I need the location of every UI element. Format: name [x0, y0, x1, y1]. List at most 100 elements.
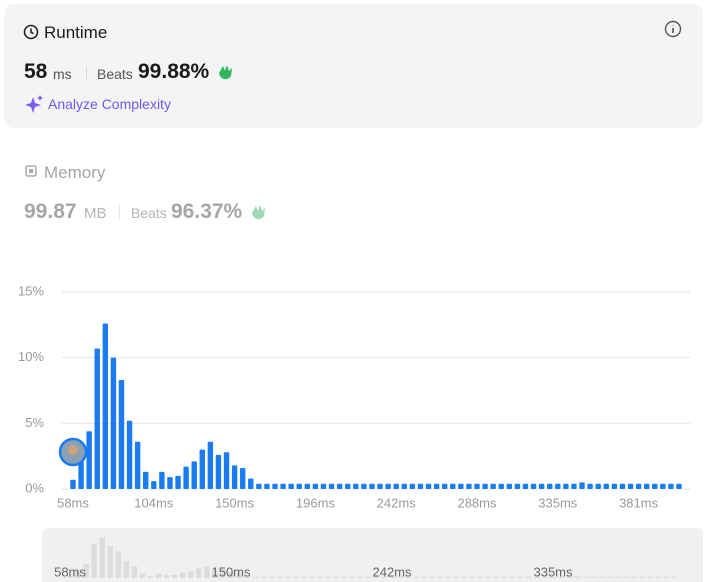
- bar: [393, 483, 399, 489]
- mini-bar: [115, 551, 121, 578]
- bar: [86, 431, 92, 489]
- bar: [619, 483, 626, 489]
- mini-bar: [180, 572, 186, 578]
- mini-bar: [91, 543, 97, 578]
- analyze-complexity[interactable]: Analyze Complexity: [48, 96, 171, 112]
- mini-bar: [341, 576, 347, 578]
- bar: [506, 483, 513, 489]
- beats-label: Beats: [131, 205, 167, 221]
- bar: [498, 483, 504, 489]
- runtime-beats: 99.88%: [138, 60, 210, 83]
- y-tick-label: 0%: [25, 480, 44, 495]
- brush-label: 242ms: [372, 564, 412, 579]
- mini-bar: [300, 576, 307, 578]
- brush-area[interactable]: [42, 528, 703, 582]
- mini-bar: [171, 574, 178, 578]
- memory-unit: MB: [84, 205, 107, 222]
- bar: [555, 483, 561, 489]
- bar: [401, 483, 407, 489]
- mini-bar: [469, 576, 476, 578]
- mini-bar: [268, 576, 274, 578]
- bar: [522, 483, 529, 489]
- x-tick-label: 242ms: [377, 495, 417, 510]
- mini-bar: [365, 576, 371, 578]
- bar: [450, 483, 456, 489]
- mini-bar: [445, 576, 452, 578]
- bar: [94, 348, 100, 489]
- bar: [328, 483, 335, 489]
- mini-bar: [397, 576, 403, 578]
- bar: [280, 483, 286, 489]
- mini-bar: [429, 576, 435, 578]
- brush-label: 335ms: [533, 564, 573, 579]
- mini-bar: [308, 576, 315, 578]
- mini-bar: [606, 576, 613, 578]
- mini-bar: [526, 576, 532, 578]
- mini-bar: [324, 576, 331, 578]
- mini-bar: [373, 576, 379, 578]
- bar: [345, 483, 351, 489]
- bar: [377, 483, 383, 489]
- mini-bar: [590, 576, 596, 578]
- mini-bar: [598, 576, 604, 578]
- x-tick-label: 335ms: [538, 495, 578, 510]
- mini-bar: [75, 570, 81, 578]
- chip-icon: [25, 165, 37, 177]
- mini-bar: [212, 569, 218, 578]
- bar: [369, 483, 375, 489]
- bar: [643, 483, 650, 489]
- bar: [530, 483, 537, 489]
- mini-bar: [654, 576, 661, 578]
- bar: [183, 466, 189, 489]
- bar: [466, 483, 472, 489]
- x-tick-label: 381ms: [619, 495, 659, 510]
- bar: [490, 483, 496, 489]
- mini-bar: [381, 576, 387, 578]
- mini-bar: [534, 576, 540, 578]
- mini-bar: [405, 576, 411, 578]
- bar: [603, 483, 609, 489]
- mini-bar: [107, 546, 113, 578]
- mini-bar: [574, 576, 580, 578]
- mini-bar: [485, 576, 492, 578]
- mini-bar: [220, 569, 226, 578]
- bar: [676, 483, 682, 489]
- x-tick-label: 288ms: [457, 495, 497, 510]
- mini-bar: [155, 573, 162, 578]
- bar: [167, 477, 173, 489]
- bar: [652, 483, 658, 489]
- runtime-title: Runtime: [44, 23, 108, 42]
- mini-bar: [622, 576, 629, 578]
- mini-bar: [671, 576, 677, 578]
- mini-bar: [188, 571, 194, 578]
- info-icon[interactable]: [664, 20, 682, 38]
- y-tick-label: 10%: [18, 349, 44, 364]
- bar: [288, 483, 294, 489]
- runtime-card: Runtime 58 ms Beats 99.88% Analyze Compl…: [4, 4, 703, 128]
- mini-bar: [389, 576, 395, 578]
- clap-icon: [252, 205, 265, 220]
- x-tick-label: 104ms: [134, 495, 174, 510]
- bar: [611, 483, 618, 489]
- bar: [143, 471, 149, 489]
- bar: [215, 454, 222, 489]
- memory-title[interactable]: Memory: [44, 163, 106, 182]
- y-tick-label: 15%: [18, 283, 44, 298]
- bar: [151, 481, 157, 489]
- bar: [207, 441, 214, 489]
- bar: [474, 483, 480, 489]
- bar: [296, 483, 302, 489]
- mini-bar: [244, 575, 250, 578]
- mini-bar: [558, 576, 564, 578]
- bar: [272, 483, 278, 489]
- mini-bar: [502, 576, 508, 578]
- bar: [361, 483, 367, 489]
- bar: [110, 357, 117, 489]
- bar: [563, 483, 569, 489]
- mini-bar: [260, 576, 266, 578]
- mini-bar: [131, 566, 138, 578]
- bar: [118, 379, 125, 489]
- bar: [547, 483, 553, 489]
- brush-label: 150ms: [211, 564, 251, 579]
